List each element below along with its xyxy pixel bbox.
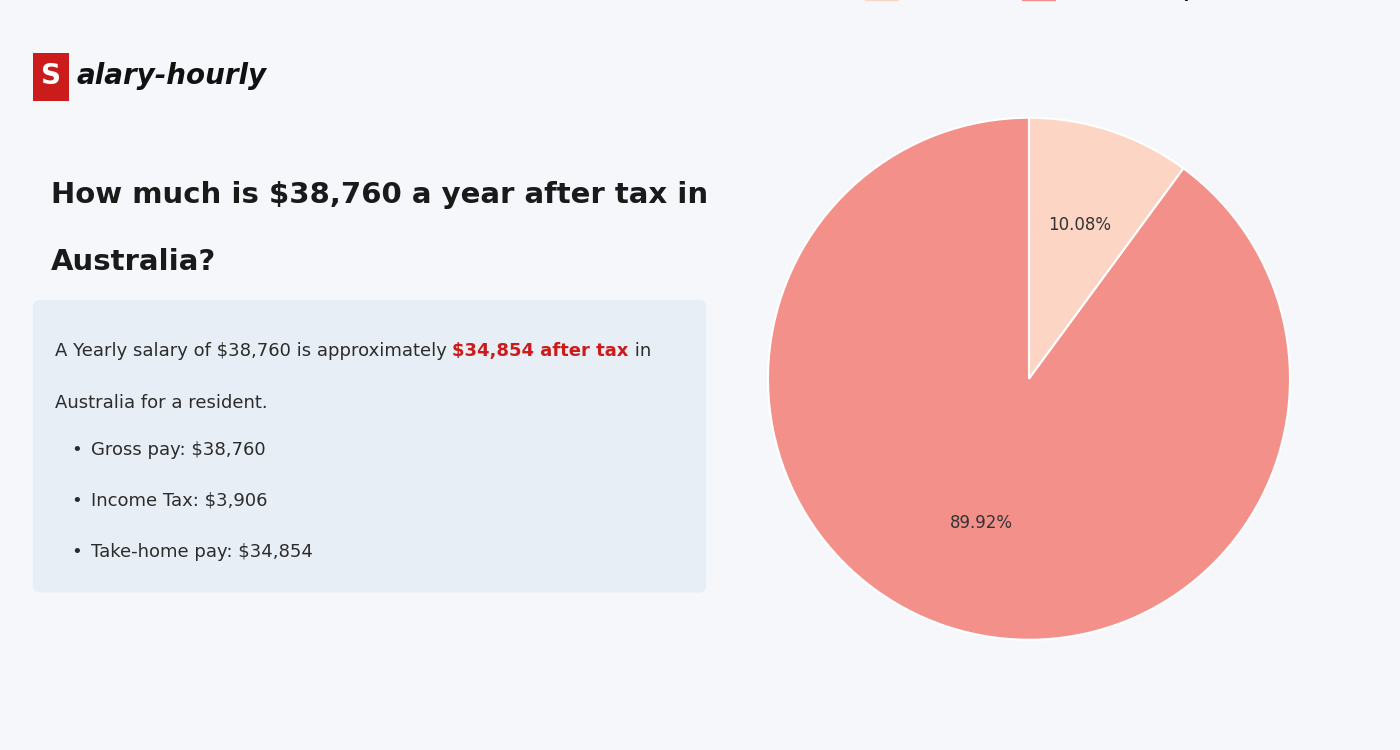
Text: alary-hourly: alary-hourly [77, 62, 266, 91]
Text: Take-home pay: $34,854: Take-home pay: $34,854 [91, 543, 312, 561]
Text: Gross pay: $38,760: Gross pay: $38,760 [91, 441, 266, 459]
Wedge shape [769, 118, 1289, 640]
Text: Income Tax: $3,906: Income Tax: $3,906 [91, 492, 267, 510]
Text: $34,854 after tax: $34,854 after tax [452, 342, 629, 360]
Legend: Income Tax, Take-home Pay: Income Tax, Take-home Pay [858, 0, 1200, 8]
Text: •: • [71, 543, 81, 561]
Text: S: S [41, 62, 62, 91]
Text: •: • [71, 441, 81, 459]
Text: Australia?: Australia? [50, 248, 216, 277]
Wedge shape [1029, 118, 1183, 379]
FancyBboxPatch shape [32, 300, 706, 592]
Text: Australia for a resident.: Australia for a resident. [55, 394, 267, 412]
Text: 89.92%: 89.92% [951, 514, 1014, 532]
FancyBboxPatch shape [32, 53, 69, 101]
Text: •: • [71, 492, 81, 510]
Text: 10.08%: 10.08% [1047, 216, 1110, 234]
Text: How much is $38,760 a year after tax in: How much is $38,760 a year after tax in [50, 181, 708, 209]
Text: in: in [629, 342, 651, 360]
Text: A Yearly salary of $38,760 is approximately: A Yearly salary of $38,760 is approximat… [55, 342, 452, 360]
